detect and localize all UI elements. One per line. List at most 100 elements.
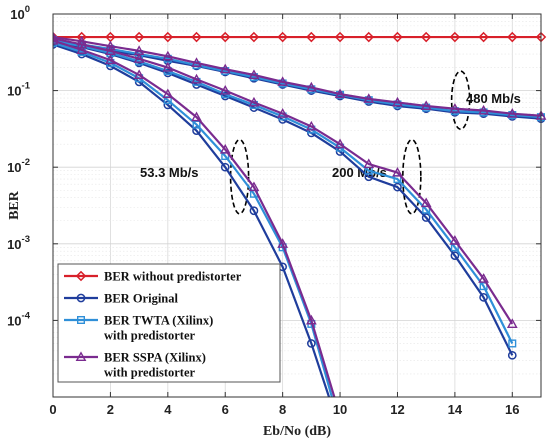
series — [53, 34, 336, 397]
data-point — [191, 57, 202, 67]
data-point — [478, 273, 489, 283]
data-point — [75, 270, 87, 282]
series-line — [53, 43, 331, 397]
data-point — [76, 44, 88, 54]
data-point — [449, 103, 461, 113]
data-point — [219, 84, 231, 95]
legend-entry: BER Original — [64, 292, 178, 306]
data-point — [392, 31, 403, 43]
data-point — [162, 61, 174, 72]
data-point — [506, 318, 518, 328]
legend: BER without predistorter BER Original BER … — [57, 263, 281, 383]
y-tick-label: 10-2 — [7, 157, 30, 175]
data-point — [392, 96, 403, 107]
data-point — [420, 31, 432, 43]
data-point — [305, 120, 317, 131]
data-point — [248, 181, 260, 192]
data-point — [305, 81, 317, 92]
x-tick-label: 14 — [448, 402, 463, 417]
data-point — [449, 234, 461, 245]
data-point — [420, 197, 432, 208]
plot-frame — [52, 13, 542, 398]
legend-label: BER without predistorter — [104, 270, 242, 284]
data-point — [277, 108, 289, 118]
data-point — [364, 172, 374, 182]
data-point — [478, 31, 489, 43]
data-point — [191, 73, 202, 84]
data-point — [76, 293, 86, 303]
data-point — [363, 158, 375, 169]
data-point — [506, 108, 518, 118]
data-point — [277, 76, 289, 86]
data-point — [248, 69, 260, 80]
data-point — [450, 251, 460, 261]
legend-label: with predistorter — [104, 366, 196, 380]
data-point — [277, 238, 289, 248]
data-point — [76, 38, 88, 49]
x-tick-label: 6 — [222, 402, 229, 417]
data-point — [105, 40, 116, 51]
data-point — [508, 339, 517, 348]
data-point — [162, 31, 174, 43]
data-point — [363, 93, 375, 103]
legend-entry: BER without predistorter — [64, 270, 242, 284]
axes: 0 2 4 6 8 10 12 14 16 100 10-1 10-2 10-3 10-4 Eb/No (d… — [7, 4, 542, 439]
data-point — [53, 31, 59, 43]
annotation-ellipse — [229, 138, 250, 215]
data-point — [305, 314, 317, 325]
data-point — [53, 34, 59, 45]
data-point — [105, 45, 116, 55]
annotation-label: 200 Mb/s — [332, 165, 387, 180]
data-point — [507, 31, 518, 43]
data-point — [479, 292, 488, 302]
data-point — [76, 316, 85, 325]
annotation-ellipse — [402, 138, 422, 215]
series-line — [53, 41, 334, 397]
data-point — [334, 88, 346, 99]
data-point — [449, 31, 461, 43]
data-point — [219, 143, 231, 154]
y-tick-label: 100 — [10, 4, 30, 22]
series-line — [53, 38, 542, 119]
annotation-label: 480 Mb/s — [466, 91, 521, 106]
annotations: 53.3 Mb/s 200 Mb/s 480 Mb/s — [140, 70, 521, 215]
data-point — [192, 126, 201, 136]
data-point — [420, 100, 432, 111]
data-point — [105, 54, 116, 65]
x-axis-label: Eb/No (dB) — [263, 424, 331, 439]
y-tick-label: 10-3 — [7, 234, 30, 252]
data-point — [219, 31, 231, 43]
series — [53, 31, 547, 120]
x-tick-label: 10 — [333, 402, 347, 417]
legend-entry: BER TWTA (Xilinx)with predistorter — [64, 314, 213, 343]
data-point — [334, 31, 346, 43]
legend-label: BER SSPA (Xilinx) — [104, 351, 206, 365]
data-point — [421, 213, 431, 222]
data-point — [53, 32, 59, 43]
data-point — [219, 63, 231, 74]
data-point — [393, 182, 402, 192]
data-point — [307, 339, 316, 348]
legend-label: BER Original — [104, 292, 178, 306]
series-line — [53, 39, 336, 397]
data-point — [277, 31, 288, 43]
y-axis-label: BER — [7, 190, 22, 220]
data-point — [133, 53, 145, 63]
data-point — [363, 31, 375, 43]
series-line — [53, 37, 514, 325]
legend-label: BER TWTA (Xilinx) — [104, 314, 213, 328]
series-line — [53, 35, 542, 117]
data-point — [306, 31, 317, 43]
x-tick-label: 2 — [107, 402, 114, 417]
data-point — [75, 351, 87, 362]
legend-entry: BER SSPA (Xilinx)with predistorter — [64, 351, 206, 380]
data-point — [133, 69, 145, 80]
series — [53, 32, 518, 328]
data-point — [192, 120, 201, 129]
legend-label: with predistorter — [104, 329, 196, 343]
y-tick-label: 10-1 — [7, 81, 31, 99]
data-point — [191, 31, 202, 43]
data-point — [248, 31, 260, 43]
annotation-label: 53.3 Mb/s — [140, 165, 199, 180]
